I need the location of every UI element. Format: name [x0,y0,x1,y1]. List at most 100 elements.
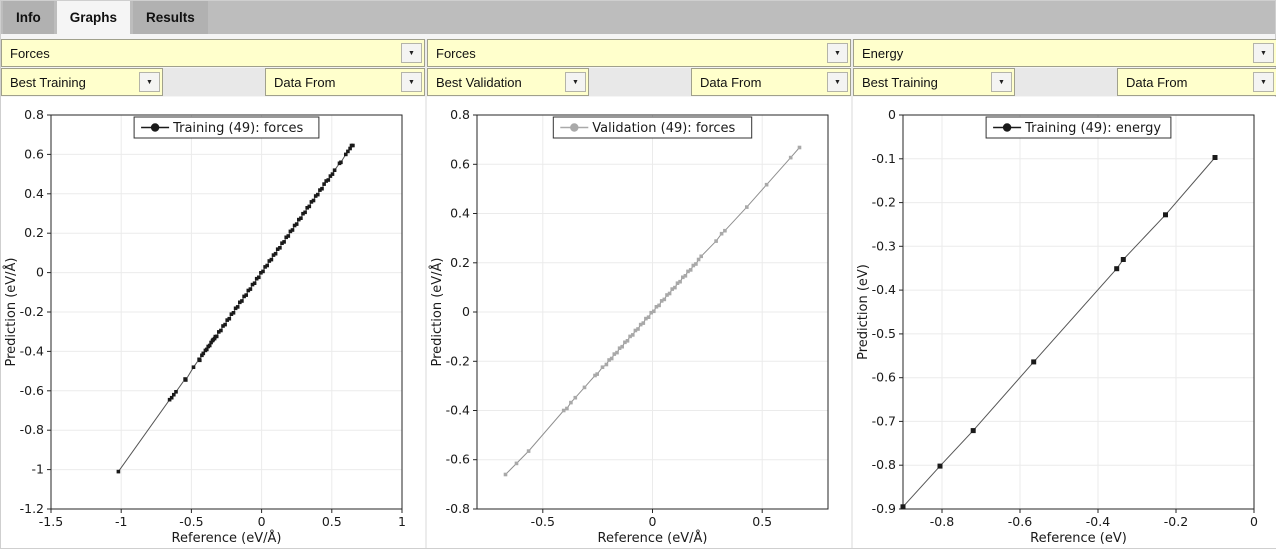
data-point [631,333,635,337]
data-point [667,291,672,296]
dataset-select[interactable]: Energy ▼ [853,39,1276,67]
data-point [633,328,638,333]
x-axis-label: Reference (eV/Å) [598,530,708,546]
data-point [623,340,627,345]
tab-info[interactable]: Info [3,1,54,34]
dataset-select-row: Forces ▼ [427,39,851,67]
data-point [250,282,255,287]
data-point [681,275,685,280]
model-select[interactable]: Best Training ▼ [853,68,1015,96]
panel-training-forces: Forces ▼ Best Training ▼ Data From ▼ -1.… [1,39,425,548]
data-point [673,285,677,290]
tab-bar: Info Graphs Results [1,1,1275,34]
dataset-select[interactable]: Forces ▼ [427,39,851,67]
chevron-down-icon[interactable]: ▼ [565,72,586,92]
svg-text:-0.2: -0.2 [1164,514,1188,529]
data-point [212,336,217,341]
data-point [223,322,227,327]
model-select-value: Best Training [862,74,938,90]
data-point [694,262,698,266]
data-point [305,206,309,210]
dataset-select-value: Forces [10,45,50,61]
data-point [184,378,188,382]
chevron-down-icon[interactable]: ▼ [401,43,422,63]
data-point [636,327,640,331]
data-point [219,328,223,333]
data-point [200,353,204,358]
data-point [191,365,196,369]
data-point [593,373,597,378]
data-point [284,235,288,240]
chevron-down-icon[interactable]: ▼ [401,72,422,92]
svg-text:0.8: 0.8 [24,107,44,122]
svg-text:0.2: 0.2 [450,255,470,270]
data-point [1212,155,1218,160]
svg-text:-0.5: -0.5 [872,326,896,341]
model-select[interactable]: Best Training ▼ [1,68,163,96]
data-point [252,281,257,285]
data-point [235,305,240,309]
data-point [565,406,569,411]
data-point [607,358,611,362]
data-point [261,269,265,274]
chevron-down-icon[interactable]: ▼ [139,72,160,92]
legend: Training (49): energy [985,116,1172,139]
data-point [615,350,619,355]
data-point [351,143,355,148]
data-point [248,287,253,291]
data-point [659,299,664,303]
svg-text:0: 0 [1250,514,1258,529]
svg-text:0.6: 0.6 [24,146,44,161]
svg-text:0: 0 [888,107,896,122]
chevron-down-icon[interactable]: ▼ [827,43,848,63]
data-from-select-value: Data From [274,74,336,90]
data-point [217,330,221,334]
data-point [346,149,350,154]
data-point [328,174,333,178]
data-from-select[interactable]: Data From ▼ [1117,68,1276,96]
tab-results[interactable]: Results [133,1,208,34]
data-from-select[interactable]: Data From ▼ [265,68,425,96]
y-axis-label: Prediction (eV) [856,264,871,360]
chevron-down-icon[interactable]: ▼ [1253,43,1274,63]
plot-background [1,97,425,548]
data-point [699,254,703,259]
svg-text:0.5: 0.5 [322,514,342,529]
data-point [344,152,348,157]
data-point [665,293,669,297]
svg-text:Validation (49): forces: Validation (49): forces [592,121,735,136]
chart-svg: -0.8 -0.6 -0.4 -0.2 0 0 -0.1 -0.2 -0.3 -0.4 -0.5 -0… [853,97,1276,548]
tab-graphs[interactable]: Graphs [56,1,131,34]
data-point [267,259,272,263]
dataset-select-value: Forces [436,45,476,61]
data-point [265,263,269,268]
data-point [686,269,690,274]
svg-text:-0.8: -0.8 [930,514,954,529]
chevron-down-icon[interactable]: ▼ [1253,72,1274,92]
svg-text:-0.9: -0.9 [872,501,896,516]
data-point [229,312,234,316]
data-point [970,428,976,434]
data-point [654,305,659,309]
data-point [297,217,301,222]
data-point [214,334,219,339]
data-point [332,168,337,172]
data-point [169,395,174,400]
data-point [280,241,284,245]
data-point [288,229,293,234]
data-from-select[interactable]: Data From ▼ [691,68,851,96]
data-point [503,472,508,477]
dataset-select[interactable]: Forces ▼ [1,39,425,67]
data-point [573,395,578,400]
model-select-value: Best Training [10,74,86,90]
data-point [303,210,307,215]
y-axis-label: Prediction (eV/Å) [3,257,19,366]
data-point [313,194,318,198]
svg-text:-0.7: -0.7 [872,413,896,428]
data-point [638,322,643,327]
chevron-down-icon[interactable]: ▼ [827,72,848,92]
model-select[interactable]: Best Validation ▼ [427,68,589,96]
data-point [309,200,314,204]
data-point [788,155,793,160]
chevron-down-icon[interactable]: ▼ [991,72,1012,92]
